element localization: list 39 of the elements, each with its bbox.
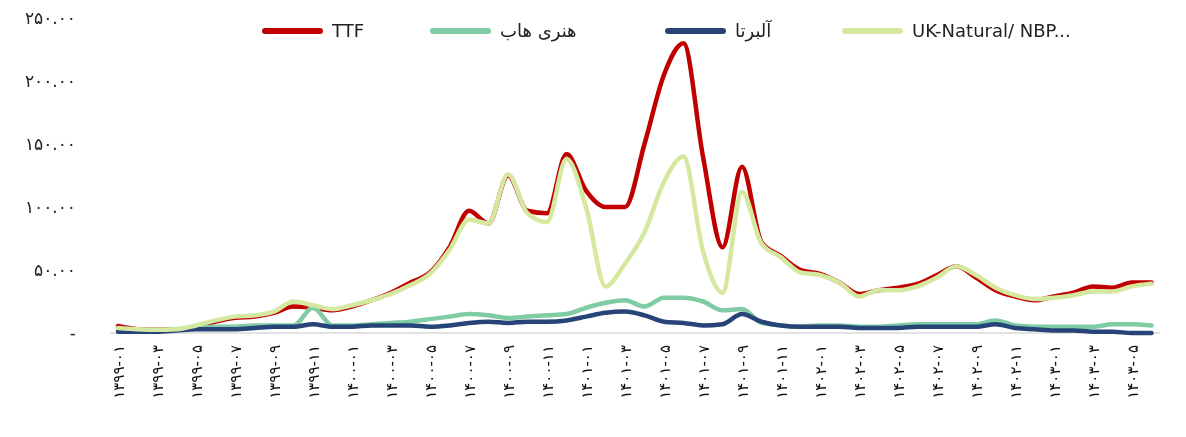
x-tick-label: ۱۴۰۰-۰۱	[344, 345, 362, 399]
x-tick-label: ۱۴۰۱-۰۷	[695, 345, 713, 399]
x-tick-label: ۱۳۹۹-۱۱	[305, 345, 323, 399]
x-tick-label: ۱۴۰۱-۰۹	[734, 345, 752, 399]
x-tick-label: ۱۴۰۱-۰۳	[617, 345, 635, 399]
x-tick-label: ۱۴۰۲-۱۱	[1007, 345, 1025, 399]
x-tick-label: ۱۴۰۳-۰۱	[1046, 345, 1064, 399]
x-tick-label: ۱۴۰۲-۰۹	[968, 345, 986, 399]
x-tick-label: ۱۴۰۰-۰۳	[383, 345, 401, 399]
x-tick-label: ۱۴۰۲-۰۳	[851, 345, 869, 399]
x-tick-label: ۱۴۰۰-۰۵	[422, 345, 440, 399]
x-tick-label: ۱۴۰۳-۰۳	[1085, 345, 1103, 399]
x-tick-label: ۱۴۰۲-۰۷	[929, 345, 947, 399]
y-tick-label: ۵۰.۰۰	[34, 259, 76, 280]
x-tick-label: ۱۳۹۹-۰۱	[110, 345, 128, 399]
line-series	[115, 154, 1154, 333]
line-series	[115, 309, 1154, 336]
legend-label: TTF	[331, 20, 365, 42]
x-tick-label: ۱۳۹۹-۰۹	[266, 345, 284, 399]
y-tick-label: ۲۰۰.۰۰	[24, 70, 76, 91]
y-tick-label: ۲۵۰.۰۰	[24, 7, 76, 28]
x-tick-label: ۱۴۰۱-۱۱	[773, 345, 791, 399]
legend-label: آلبرتا	[735, 19, 773, 43]
x-tick-label: ۱۳۹۹-۰۵	[188, 345, 206, 399]
legend-label: هنری هاب	[500, 20, 577, 43]
x-tick-label: ۱۴۰۱-۰۵	[656, 345, 674, 399]
y-tick-label: ۱۵۰.۰۰	[24, 133, 76, 154]
x-tick-label: ۱۴۰۰-۰۷	[461, 345, 479, 399]
y-tick-label: -	[69, 322, 76, 343]
x-tick-label: ۱۴۰۱-۰۱	[578, 345, 596, 399]
y-tick-label: ۱۰۰.۰۰	[24, 196, 76, 217]
x-tick-label: ۱۴۰۰-۰۹	[500, 345, 518, 399]
x-tick-label: ۱۴۰۲-۰۱	[812, 345, 830, 399]
legend-label: UK-Natural/ NBP...	[912, 20, 1071, 42]
x-tick-label: ۱۳۹۹-۰۳	[149, 345, 167, 399]
x-tick-label: ۱۴۰۲-۰۵	[890, 345, 908, 399]
x-tick-label: ۱۴۰۳-۰۵	[1124, 345, 1142, 399]
x-tick-label: ۱۳۹۹-۰۷	[227, 345, 245, 399]
x-tick-label: ۱۴۰۰-۱۱	[539, 345, 557, 399]
